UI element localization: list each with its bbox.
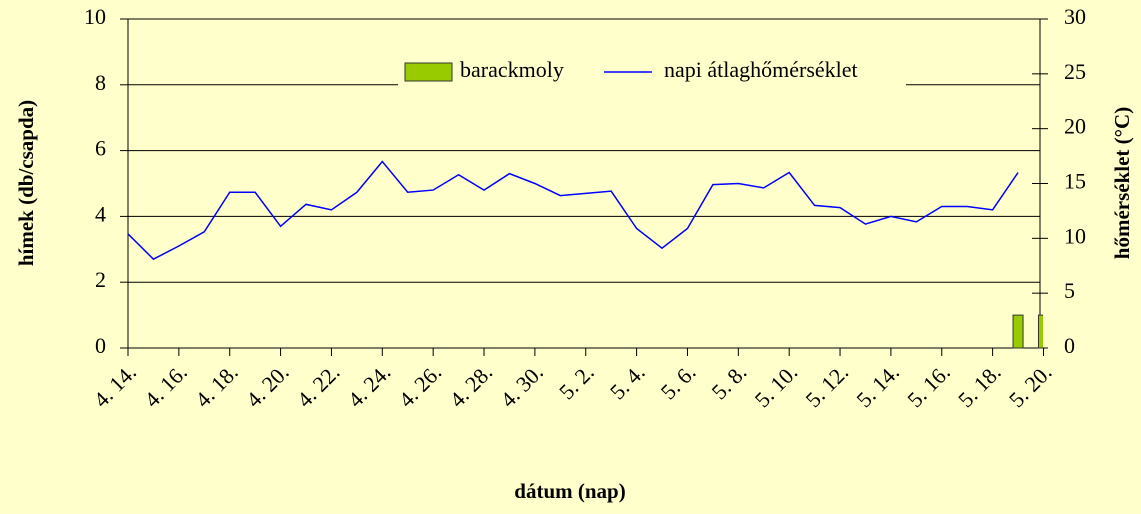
x-tick-label: 5. 6. <box>656 359 701 404</box>
y2-tick-label: 10 <box>1064 223 1086 248</box>
legend-bg <box>398 56 906 90</box>
plot <box>128 160 1043 349</box>
y2-tick-label: 30 <box>1064 4 1086 29</box>
x-tick-label: 4. 16. <box>139 359 192 412</box>
x-tick-label: 5. 4. <box>605 359 650 404</box>
x-tick-label: 5. 10. <box>750 359 803 412</box>
y2-tick-label: 5 <box>1064 278 1075 303</box>
bar <box>1037 314 1043 349</box>
x-tick-label: 5. 12. <box>800 359 853 412</box>
y2-tick-label: 25 <box>1064 59 1086 84</box>
x-tick-label: 5. 18. <box>953 359 1006 412</box>
x-tick-label: 4. 20. <box>241 359 294 412</box>
x-tick-label: 4. 30. <box>495 359 548 412</box>
x-tick-label: 5. 20. <box>1004 359 1057 412</box>
x-tick-label: 4. 18. <box>190 359 243 412</box>
x-tick-label: 5. 2. <box>554 359 599 404</box>
y-tick-label: 0 <box>95 333 106 358</box>
x-tick-label: 5. 14. <box>851 359 904 412</box>
x-tick-label: 4. 24. <box>343 359 396 412</box>
x-tick-label: 4. 28. <box>444 359 497 412</box>
x-tick-label: 4. 26. <box>394 359 447 412</box>
y2-tick-label: 0 <box>1064 333 1075 358</box>
y2-tick-label: 20 <box>1064 114 1086 139</box>
x-tick-label: 4. 22. <box>292 359 345 412</box>
legend-label: barackmoly <box>460 57 564 82</box>
y-tick-label: 10 <box>84 4 106 29</box>
y2-axis-title: hőmérséklet (°C) <box>1110 107 1134 259</box>
y-tick-label: 6 <box>95 136 106 161</box>
x-tick-label: 5. 8. <box>707 359 752 404</box>
y-tick-label: 8 <box>95 70 106 95</box>
bar <box>1012 314 1024 349</box>
legend-label: napi átlaghőmérséklet <box>664 57 858 82</box>
y2-tick-label: 15 <box>1064 169 1086 194</box>
line <box>128 160 1019 261</box>
x-tick-label: 5. 16. <box>902 359 955 412</box>
y-tick-label: 2 <box>95 267 106 292</box>
y-axis-title: hímek (db/csapda) <box>14 100 38 266</box>
x-tick-label: 4. 14. <box>88 359 141 412</box>
y-tick-label: 4 <box>95 201 106 226</box>
x-axis-title: dátum (nap) <box>514 479 625 503</box>
legend-swatch <box>404 62 453 82</box>
